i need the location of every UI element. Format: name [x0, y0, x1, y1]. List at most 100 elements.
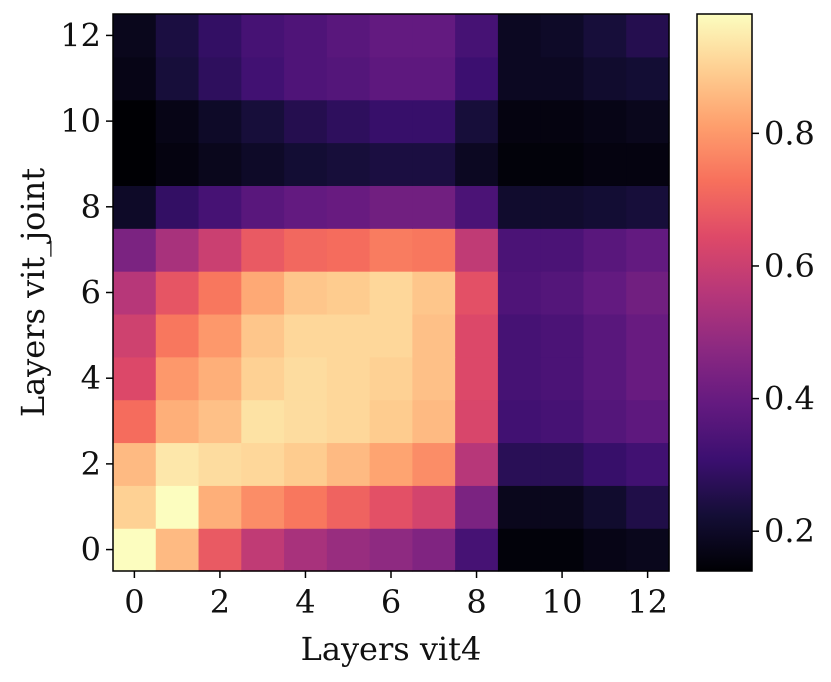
heatmap-cell: [497, 99, 542, 144]
heatmap-cell: [326, 528, 371, 572]
heatmap-cell: [412, 313, 456, 358]
colorbar-tick-label: 0.6: [764, 247, 815, 285]
heatmap-cell: [369, 528, 413, 572]
heatmap-cell: [497, 442, 542, 486]
heatmap-cell: [412, 56, 456, 101]
heatmap-cell: [626, 99, 670, 144]
heatmap-cell: [155, 185, 200, 229]
heatmap-cell: [284, 56, 328, 101]
heatmap-cell: [284, 356, 328, 401]
heatmap-cell: [497, 14, 542, 58]
heatmap-cell: [155, 442, 200, 486]
x-tick-label: 8: [466, 583, 486, 621]
heatmap-cell: [241, 399, 285, 444]
heatmap-cell: [369, 14, 413, 58]
heatmap-cell: [626, 356, 670, 401]
heatmap-cell: [326, 356, 371, 401]
heatmap-cell: [198, 228, 242, 272]
heatmap-cell: [626, 271, 670, 315]
heatmap-cell: [155, 271, 200, 315]
heatmap-cell: [241, 14, 285, 58]
heatmap-cell: [284, 485, 328, 529]
heatmap-cell: [113, 356, 157, 401]
heatmap-cell: [455, 485, 499, 529]
heatmap-cell: [198, 485, 242, 529]
heatmap-cell: [326, 271, 371, 315]
x-tick-label: 10: [542, 583, 583, 621]
heatmap-cell: [241, 271, 285, 315]
heatmap-cell: [497, 271, 542, 315]
heatmap-cell: [540, 313, 585, 358]
heatmap-cell: [412, 442, 456, 486]
heatmap-cell: [113, 56, 157, 101]
heatmap-cell: [626, 56, 670, 101]
heatmap-cell: [284, 185, 328, 229]
heatmap-cell: [241, 56, 285, 101]
heatmap-cell: [412, 228, 456, 272]
colorbar-tick-label: 0.2: [764, 512, 815, 550]
heatmap-cell: [540, 271, 585, 315]
heatmap-cell: [583, 14, 627, 58]
y-tick-label: 12: [60, 16, 101, 54]
heatmap-cell: [369, 271, 413, 315]
heatmap-cell: [412, 185, 456, 229]
heatmap-cell: [540, 442, 585, 486]
heatmap-cell: [326, 14, 371, 58]
heatmap-cell: [497, 399, 542, 444]
heatmap-cell: [455, 528, 499, 572]
heatmap-cell: [155, 228, 200, 272]
x-axis-ticks: 0 2 4 6 8 10 12: [124, 571, 668, 621]
heatmap-cell: [369, 485, 413, 529]
heatmap-cell: [369, 399, 413, 444]
heatmap-cell: [198, 313, 242, 358]
heatmap-cell: [284, 442, 328, 486]
heatmap-cell: [626, 142, 670, 186]
heatmap-cell: [113, 228, 157, 272]
heatmap-cell: [626, 313, 670, 358]
heatmap-cell: [113, 313, 157, 358]
heatmap-cell: [369, 442, 413, 486]
heatmap-cell: [326, 99, 371, 144]
heatmap-cell: [113, 485, 157, 529]
heatmap-cells: [113, 14, 670, 572]
y-axis-label: Layers vit_joint: [14, 168, 52, 417]
heatmap-cell: [540, 142, 585, 186]
heatmap-cell: [241, 356, 285, 401]
heatmap-cell: [155, 356, 200, 401]
heatmap-cell: [326, 56, 371, 101]
heatmap-cell: [284, 142, 328, 186]
heatmap-cell: [412, 271, 456, 315]
heatmap-cell: [326, 399, 371, 444]
heatmap-cell: [497, 56, 542, 101]
heatmap-cell: [455, 442, 499, 486]
heatmap-cell: [241, 442, 285, 486]
heatmap-cell: [583, 399, 627, 444]
heatmap-cell: [540, 399, 585, 444]
heatmap-cell: [626, 399, 670, 444]
heatmap-cell: [583, 271, 627, 315]
colorbar-frame: [696, 13, 753, 572]
heatmap-cell: [626, 442, 670, 486]
heatmap-cell: [369, 56, 413, 101]
heatmap-cell: [326, 485, 371, 529]
y-tick-label: 2: [81, 445, 101, 483]
heatmap-cell: [412, 14, 456, 58]
heatmap-cell: [412, 528, 456, 572]
heatmap-cell: [455, 99, 499, 144]
heatmap-cell: [241, 313, 285, 358]
heatmap-cell: [497, 228, 542, 272]
heatmap-cell: [113, 442, 157, 486]
heatmap-cell: [626, 485, 670, 529]
heatmap-cell: [583, 142, 627, 186]
heatmap-cell: [412, 142, 456, 186]
heatmap-cell: [626, 185, 670, 229]
colorbar: [697, 14, 752, 571]
heatmap-cell: [412, 399, 456, 444]
heatmap-cell: [412, 485, 456, 529]
heatmap-cell: [455, 399, 499, 444]
y-tick-label: 10: [60, 102, 101, 140]
heatmap-cell: [497, 356, 542, 401]
heatmap-cell: [540, 99, 585, 144]
heatmap-cell: [284, 228, 328, 272]
